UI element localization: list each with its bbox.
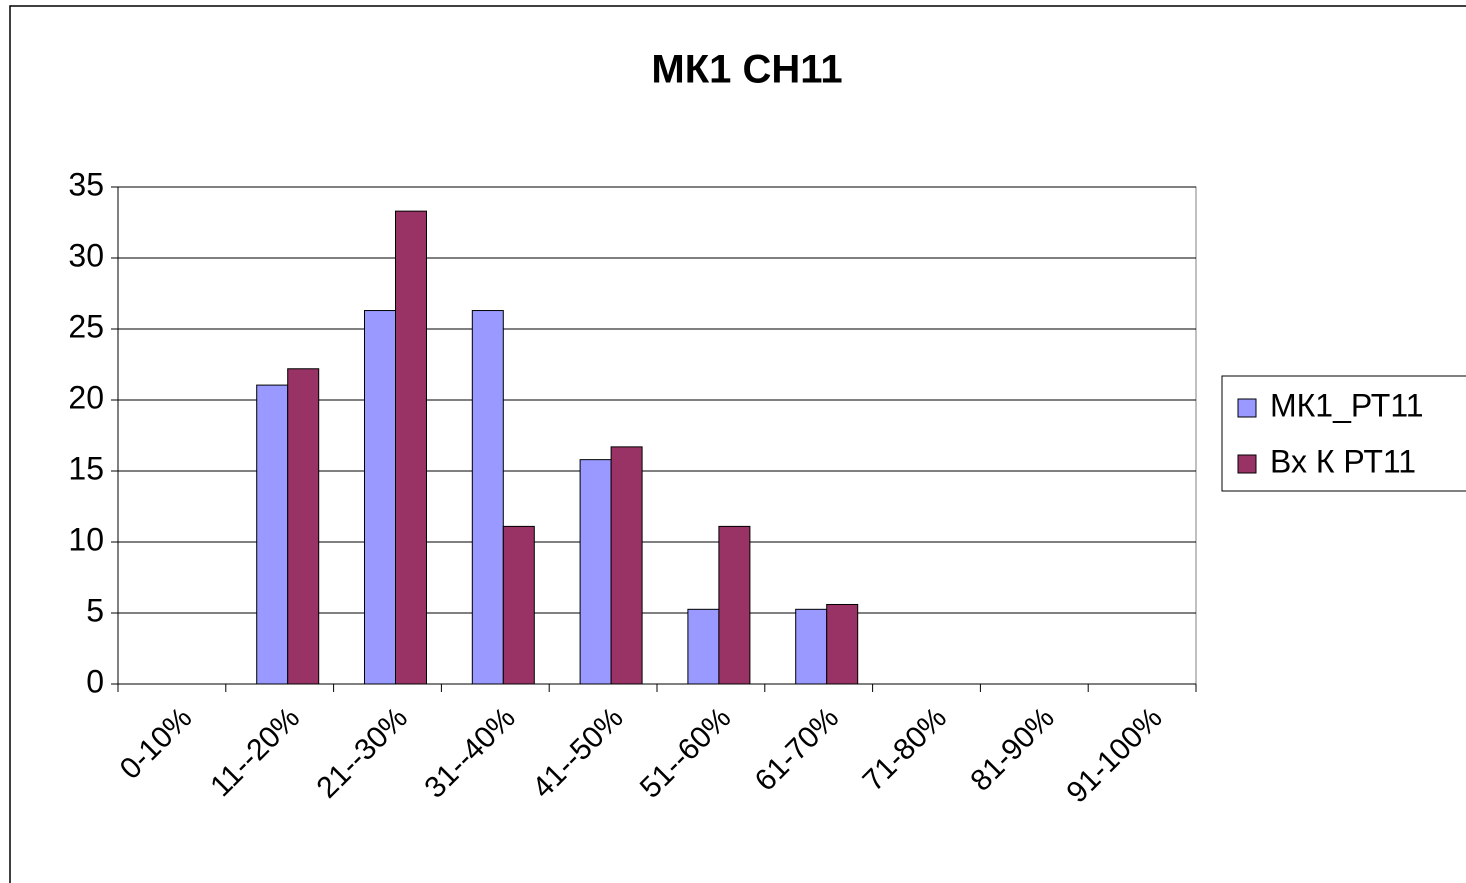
- y-tick-label: 35: [68, 166, 104, 202]
- y-tick-label: 5: [86, 592, 104, 628]
- chart-title: МК1 СН11: [651, 48, 842, 92]
- bar: [471, 310, 504, 685]
- y-tick-label: 30: [68, 237, 104, 273]
- bar: [256, 384, 289, 685]
- legend-swatch: [1237, 454, 1257, 474]
- bar: [826, 603, 859, 685]
- bar: [502, 525, 535, 685]
- legend-swatch: [1237, 398, 1257, 418]
- y-tick-label: 20: [68, 379, 104, 415]
- bar: [718, 525, 751, 685]
- bar: [579, 459, 612, 685]
- bar: [795, 608, 828, 685]
- legend-label: МК1_РТ11: [1270, 387, 1424, 423]
- y-tick-label: 25: [68, 308, 104, 344]
- bar: [395, 210, 427, 685]
- legend-label: Вх К РТ11: [1270, 443, 1416, 479]
- y-tick-label: 10: [68, 521, 104, 557]
- y-tick-label: 15: [68, 450, 104, 486]
- y-tick-label: 0: [86, 663, 104, 699]
- bar: [687, 608, 720, 685]
- bar: [287, 368, 320, 685]
- legend-box: [1221, 375, 1466, 492]
- bar: [364, 310, 396, 685]
- bar: [610, 446, 643, 685]
